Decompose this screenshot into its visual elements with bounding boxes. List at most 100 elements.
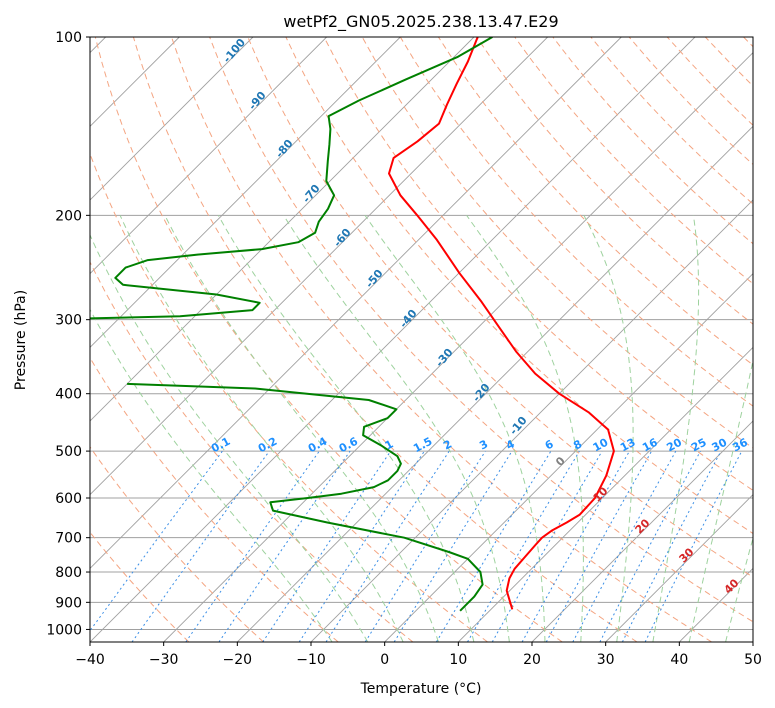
mixing-ratio-line: [545, 450, 653, 642]
dry-adiabat-label: -100: [220, 36, 248, 66]
mixing-ratio-line: [521, 450, 630, 642]
mixing-ratio-line: [131, 450, 270, 642]
mixing-ratio-label: 10: [591, 436, 611, 455]
dry-adiabat-line: [704, 37, 753, 87]
y-tick-label: 200: [55, 208, 82, 224]
dewpoint-upper2-line: [90, 37, 493, 320]
dry-adiabat-line: [514, 37, 753, 285]
dry-adiabat-line: [90, 260, 414, 642]
x-tick-label: −20: [223, 652, 253, 668]
mixing-ratio-line: [621, 450, 722, 642]
dewpoint-line: [127, 382, 484, 612]
isotherm-line: [384, 273, 753, 642]
mixing-ratio-label: 1.5: [411, 435, 434, 456]
moist-adiabat-label: 10: [591, 484, 611, 504]
isotherm-line: [90, 37, 254, 201]
x-tick-label: 30: [597, 652, 615, 668]
isotherm-line: [163, 52, 753, 642]
dry-adiabat-line: [285, 37, 753, 535]
dry-adiabat-label: -40: [397, 307, 420, 331]
mixing-ratio-line: [298, 450, 425, 642]
isotherm-line: [90, 37, 622, 569]
dry-adiabat-line: [94, 37, 563, 642]
moist-adiabat-label: 30: [677, 545, 697, 565]
x-tick-label: 10: [449, 652, 467, 668]
mixing-ratio-line: [90, 450, 223, 632]
moist-adiabat-line: [217, 215, 475, 642]
moist-adiabat-line: [283, 215, 510, 642]
moist-adiabat-line: [583, 215, 634, 642]
x-tick-label: −10: [296, 652, 326, 668]
isotherm-line: [458, 346, 753, 642]
temperature-line: [388, 37, 615, 610]
mixing-ratio-label: 3: [477, 437, 490, 452]
moist-adiabat-line: [119, 215, 404, 642]
dry-adiabat-line: [171, 37, 712, 642]
isotherm-line: [237, 125, 753, 642]
mixing-ratio-label: 0.1: [209, 435, 232, 456]
mixing-ratio-label: 25: [689, 436, 709, 455]
y-axis-label: Pressure (hPa): [13, 290, 29, 390]
mixing-ratio-label: 6: [543, 437, 556, 452]
moist-adiabat-line: [90, 308, 333, 642]
mixing-ratio-label: 0.6: [337, 435, 361, 456]
isotherm-line: [90, 37, 696, 642]
dry-adiabat-line: [132, 37, 638, 642]
sounding-series: [90, 37, 615, 612]
mixing-ratio-label: 30: [710, 436, 730, 455]
moist-adiabat-label: 20: [633, 516, 653, 536]
grid-lines: [90, 37, 753, 642]
moist-adiabat-line: [164, 215, 439, 642]
dry-adiabat-line: [743, 37, 753, 48]
mixing-ratio-line: [262, 450, 392, 642]
dry-adiabat-label: -90: [246, 89, 269, 113]
isotherm-line: [90, 37, 327, 275]
dry-adiabat-label: -10: [507, 414, 530, 438]
x-tick-label: 0: [380, 652, 389, 668]
y-tick-label: 100: [55, 30, 82, 46]
plot-frame: [89, 36, 754, 643]
mixing-ratio-line: [467, 450, 580, 642]
moist-adiabat-line: [652, 215, 700, 642]
y-tick-label: 700: [55, 531, 82, 547]
y-tick-label: 400: [55, 387, 82, 403]
isotherm-line: [90, 37, 548, 496]
y-tick-label: 500: [55, 444, 82, 460]
dry-adiabat-line: [209, 37, 753, 623]
y-tick-label: 800: [55, 565, 82, 581]
mixing-ratio-lines: [90, 450, 743, 642]
mixing-ratio-line: [185, 450, 320, 642]
y-tick-label: 1000: [46, 622, 82, 638]
mixing-ratio-line: [599, 450, 701, 642]
mixing-ratio-label: 13: [618, 436, 638, 455]
dry-adiabat-label: -60: [331, 226, 354, 250]
x-tick-label: −30: [149, 652, 179, 668]
x-tick-label: 50: [744, 652, 762, 668]
dry-adiabat-line: [476, 37, 753, 325]
moist-adiabat-line: [364, 215, 546, 642]
mixing-ratio-label: 20: [664, 436, 684, 455]
dry-adiabat-line: [247, 37, 753, 578]
dry-adiabats: [90, 37, 753, 642]
x-tick-label: 40: [670, 652, 688, 668]
mixing-ratio-line: [435, 450, 552, 642]
dry-adiabat-label: -20: [470, 381, 493, 405]
mixing-ratio-label: 36: [730, 436, 750, 455]
x-tick-label: −40: [75, 652, 105, 668]
y-tick-label: 900: [55, 595, 82, 611]
dry-adiabat-line: [90, 356, 339, 642]
dry-adiabat-label: -70: [300, 182, 323, 206]
moist-adiabats: [90, 215, 753, 642]
mixing-ratio-label: 0.4: [306, 435, 330, 456]
chart-title: wetPf2_GN05.2025.238.13.47.E29: [283, 12, 558, 32]
mixing-ratio-line: [364, 450, 486, 642]
mixing-ratio-label: 2: [441, 437, 454, 452]
mixing-ratio-label: 16: [640, 436, 660, 455]
isotherm-line: [679, 567, 753, 642]
isotherm-line: [90, 37, 401, 348]
isotherm-line: [752, 641, 753, 642]
dry-adiabat-label: -80: [273, 137, 296, 161]
dry-adiabat-line: [90, 446, 264, 642]
dry-adiabat-line: [437, 37, 753, 366]
